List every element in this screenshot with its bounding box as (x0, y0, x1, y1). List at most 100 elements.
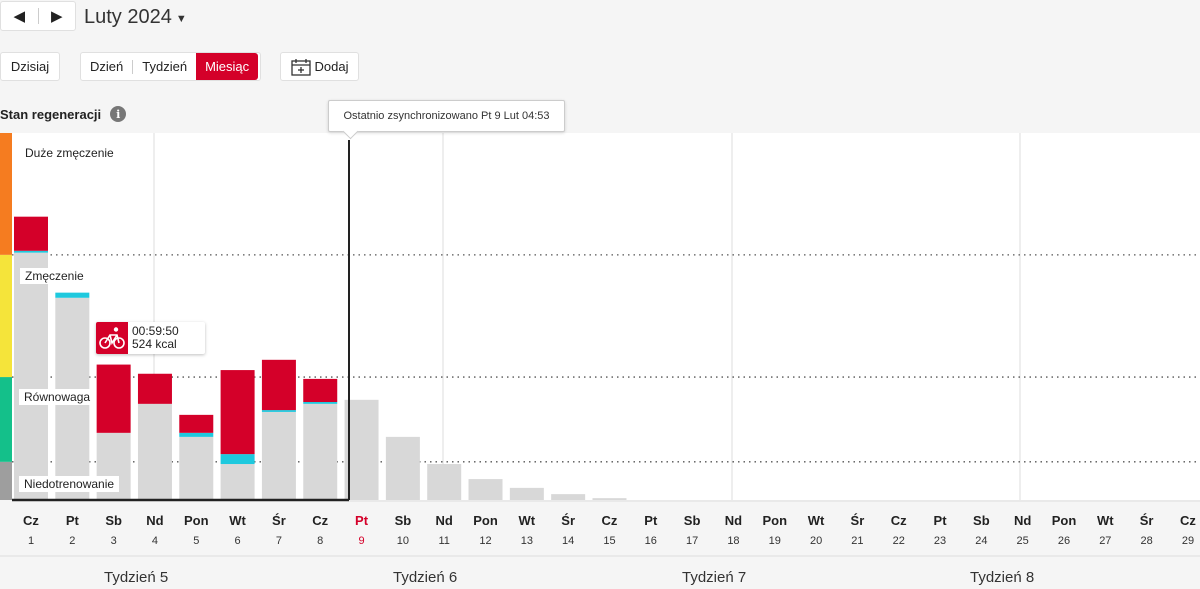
today-button[interactable]: Dzisiaj (0, 52, 60, 81)
day-of-week-label: Sb (684, 513, 701, 528)
day-number-label: 11 (438, 535, 449, 547)
bar-baseline (14, 252, 48, 500)
prev-month-button[interactable]: ◀ (13, 8, 26, 25)
day-number-label: 12 (479, 535, 491, 547)
day-of-week-label: Nd (725, 513, 742, 528)
day-of-week-label: Wt (519, 513, 536, 528)
day-number-label: 15 (603, 535, 615, 547)
bar-baseline (427, 464, 462, 500)
week-label: Tydzień 7 (682, 569, 747, 586)
bar-strain-segment (220, 370, 255, 455)
day-number-label: 17 (686, 535, 698, 547)
nav-divider (37, 8, 39, 24)
day-of-week-label: Cz (891, 513, 907, 528)
day-of-week-label: Nd (436, 513, 453, 528)
bar-baseline (468, 479, 503, 500)
zone-label-high-strain: Duże zmęczenie (20, 145, 119, 161)
day-number-label: 22 (893, 535, 905, 547)
activity-energy: 524 kcal (132, 337, 177, 351)
bar-recovery-segment (261, 410, 296, 412)
day-of-week-label: Pon (762, 513, 787, 528)
view-day-button[interactable]: Dzień (90, 59, 124, 74)
day-of-week-label: Sb (395, 513, 412, 528)
zone-strip (0, 461, 12, 500)
bar-recovery-segment (220, 454, 255, 465)
day-number-label: 24 (975, 535, 987, 547)
day-number-label: 7 (276, 535, 282, 547)
day-of-week-label: Cz (312, 513, 328, 528)
day-number-label: 5 (193, 535, 199, 547)
day-of-week-label: Pt (66, 513, 80, 528)
section-title-text: Stan regeneracji (0, 106, 102, 122)
bar-strain-segment (179, 414, 214, 433)
day-of-week-label: Pon (473, 513, 498, 528)
day-number-label: 25 (1017, 535, 1029, 547)
view-month-button[interactable]: Miesiąc (196, 53, 259, 80)
bar-baseline (509, 487, 544, 500)
add-label: Dodaj (314, 59, 349, 74)
day-number-label: 18 (727, 535, 739, 547)
bar-baseline (551, 494, 586, 500)
day-number-label: 4 (152, 535, 158, 547)
day-of-week-label: Pt (934, 513, 948, 528)
day-of-week-label: Cz (602, 513, 618, 528)
day-number-label: 1 (28, 535, 34, 547)
month-title-dropdown[interactable]: Luty 2024 ▼ (84, 6, 187, 29)
day-of-week-label: Cz (23, 513, 39, 528)
day-of-week-label: Wt (1097, 513, 1114, 528)
day-of-week-label: Śr (561, 513, 575, 528)
bar-recovery-segment (14, 250, 48, 253)
bar-strain-segment (303, 378, 338, 403)
day-number-label: 19 (769, 535, 781, 547)
day-of-week-label: Śr (1140, 513, 1154, 528)
day-number-label: 21 (851, 535, 863, 547)
day-of-week-label: Pt (355, 513, 369, 528)
bar-strain-segment (96, 364, 131, 433)
day-number-label: 29 (1182, 535, 1194, 547)
add-button[interactable]: Dodaj (280, 52, 359, 81)
bar-baseline (303, 403, 338, 500)
zone-label-balance: Równowaga (19, 389, 96, 405)
bar-recovery-segment (303, 402, 338, 404)
next-month-button[interactable]: ▶ (50, 8, 63, 25)
day-of-week-label: Wt (808, 513, 825, 528)
bar-strain-segment (14, 216, 48, 251)
bar-baseline (592, 498, 627, 500)
day-number-label: 20 (810, 535, 822, 547)
activity-details: 00:59:50 524 kcal (128, 325, 179, 351)
view-switcher: Dzień Tydzień Miesiąc (80, 52, 261, 81)
month-nav-group: ◀ ▶ (0, 1, 76, 31)
day-number-label: 8 (317, 535, 323, 547)
day-number-label: 6 (235, 535, 241, 547)
day-number-label: 3 (111, 535, 117, 547)
bar-baseline (344, 399, 379, 500)
chevron-down-icon: ▼ (175, 13, 187, 25)
day-of-week-label: Sb (105, 513, 122, 528)
day-of-week-label: Pt (644, 513, 658, 528)
week-label: Tydzień 8 (970, 569, 1035, 586)
day-of-week-label: Nd (146, 513, 163, 528)
bar-baseline (220, 464, 255, 500)
bar-baseline (261, 411, 296, 500)
day-of-week-label: Nd (1014, 513, 1031, 528)
day-of-week-label: Cz (1180, 513, 1196, 528)
day-number-label: 23 (934, 535, 946, 547)
zone-label-undertrained: Niedotrenowanie (19, 476, 120, 492)
bar-baseline (137, 403, 172, 500)
activity-tooltip[interactable]: 00:59:50 524 kcal (96, 322, 205, 354)
day-of-week-label: Wt (229, 513, 246, 528)
zone-strip (0, 133, 12, 255)
view-week-button[interactable]: Tydzień (142, 59, 188, 74)
day-number-label: 16 (645, 535, 657, 547)
week-label: Tydzień 5 (104, 569, 169, 586)
sync-tooltip: Ostatnio zsynchronizowano Pt 9 Lut 04:53 (328, 100, 565, 132)
day-of-week-label: Sb (973, 513, 990, 528)
day-number-label: 9 (358, 535, 364, 547)
day-of-week-label: Śr (851, 513, 865, 528)
recovery-status-title: Stan regeneracji i (0, 106, 127, 122)
bar-recovery-segment (55, 292, 90, 298)
info-icon[interactable]: i (110, 106, 127, 122)
bar-strain-segment (261, 359, 296, 411)
view-divider (132, 59, 134, 74)
day-of-week-label: Pon (1052, 513, 1077, 528)
